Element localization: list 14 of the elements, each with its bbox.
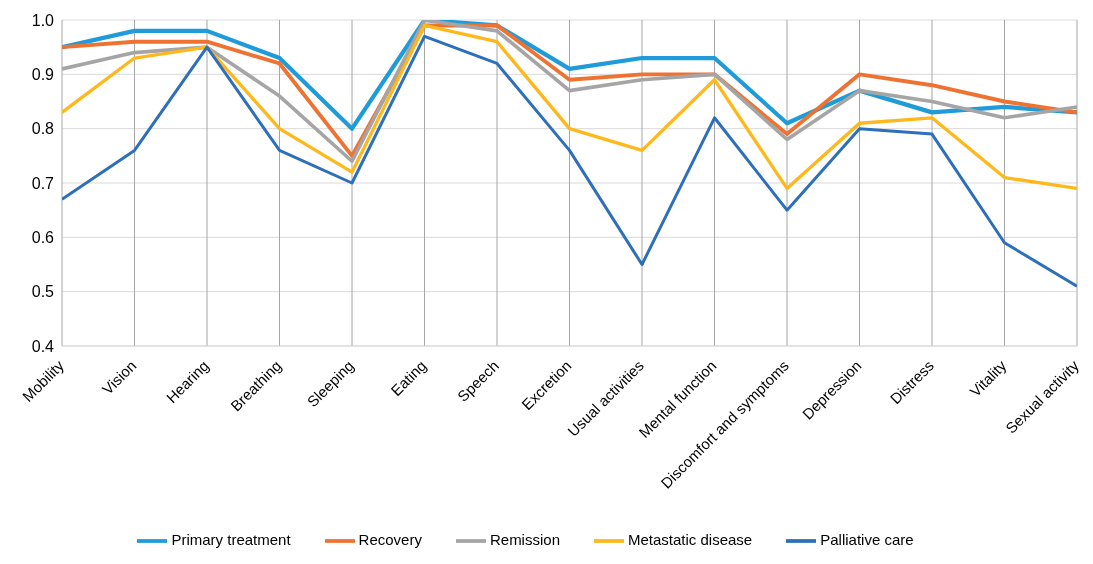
- legend-label: Remission: [489, 530, 560, 548]
- y-tick-label: 0.9: [31, 66, 55, 84]
- y-tick-label: 0.8: [31, 120, 55, 138]
- line-series: [62, 34, 1077, 288]
- legend-label: Metastatic disease: [627, 530, 753, 548]
- y-tick-label: 0.6: [31, 229, 55, 247]
- legend-label: Recovery: [358, 530, 422, 548]
- legend-label: Palliative care: [820, 530, 914, 548]
- y-tick-label: 0.5: [31, 283, 55, 301]
- line-series: [62, 23, 1077, 191]
- legend-label: Primary treatment: [171, 530, 291, 548]
- y-tick-label: 0.4: [31, 337, 55, 355]
- y-tick-label: 0.7: [31, 174, 55, 192]
- y-tick-label: 1.0: [31, 11, 55, 29]
